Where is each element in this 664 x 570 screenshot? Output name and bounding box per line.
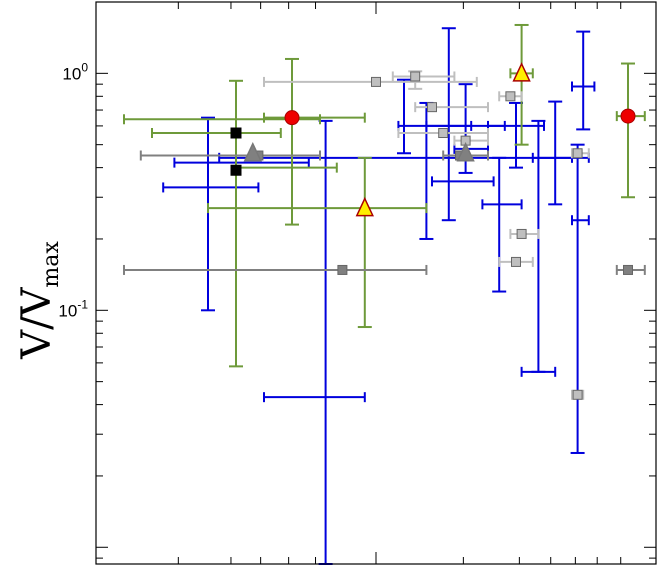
error-bar [425,27,473,222]
square-point [572,389,583,400]
error-bar [151,128,282,139]
error-bar [570,143,590,454]
error-bar [453,135,489,146]
triangle-point [243,141,262,162]
error-bar [229,79,243,368]
error-bar [123,264,428,275]
triangle-point [512,62,531,82]
error-bar [520,119,557,377]
error-bar [173,116,310,312]
markers-layer [230,62,636,400]
error-bar [263,57,366,226]
error-bar [263,76,478,87]
error-bar [481,156,523,293]
square-point [511,256,521,267]
square-point [516,228,527,239]
error-bars-layer [123,23,646,565]
error-bar [235,162,338,173]
square-point [505,91,516,102]
circle-point [284,110,300,126]
y-axis-label: V/Vmax [14,241,64,360]
y-tick-label-base: 10 [58,301,77,320]
error-bar [419,101,495,240]
y-tick-label-exponent: -1 [77,297,88,311]
y-axis-label-main: V/V [14,286,60,359]
square-point [230,164,242,176]
square-point [427,102,437,113]
y-axis-label-sub: max [39,241,64,288]
error-bar [207,156,428,329]
triangle-point [355,196,374,217]
y-tick-label-exponent: 0 [81,60,88,74]
error-bar [509,23,534,146]
y-tick-label-base: 10 [62,64,81,83]
error-bar [139,150,321,161]
error-bar [571,30,596,131]
square-point [230,127,242,139]
square-point [572,148,583,159]
square-point [438,128,449,139]
error-bar [615,62,646,199]
square-point [337,264,348,275]
error-bar [263,119,366,565]
y-tick-label: 100 [62,60,88,83]
square-point [410,71,421,82]
square-point [623,264,633,275]
square-point [371,76,381,87]
error-bar [162,182,260,193]
y-tick-label: 10-1 [58,297,88,320]
triangle-point [456,141,475,162]
circle-point [620,108,636,124]
error-bar [531,100,573,206]
